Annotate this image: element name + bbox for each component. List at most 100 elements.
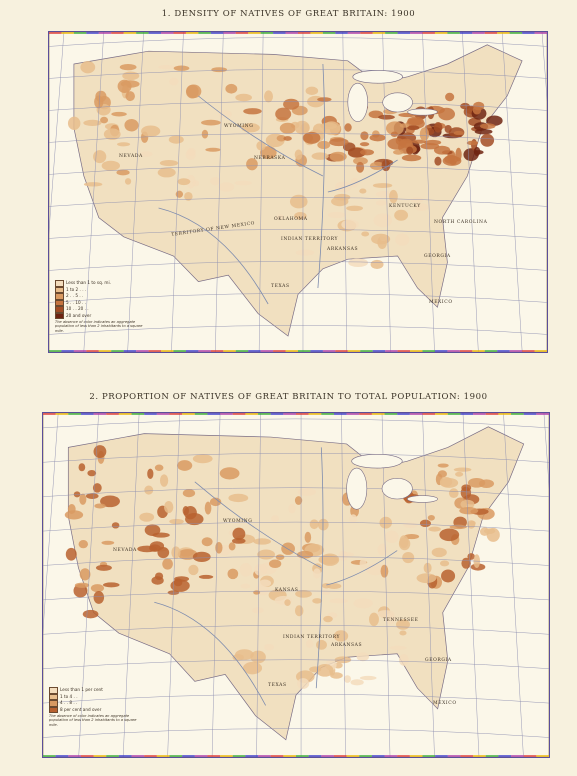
density-patch xyxy=(157,546,170,559)
border-tick xyxy=(106,413,119,415)
density-patch xyxy=(117,79,132,93)
density-patch xyxy=(141,125,161,137)
density-patch xyxy=(257,549,276,560)
border-tick xyxy=(98,32,112,34)
density-patch xyxy=(311,152,329,160)
label-mexico: MEXICO xyxy=(429,300,453,305)
river xyxy=(317,63,325,289)
density-patch xyxy=(472,105,482,115)
border-tick xyxy=(144,755,157,757)
border-tick xyxy=(459,350,473,352)
border-tick xyxy=(194,755,208,757)
legend-item: Less than 1 to sq. mi. xyxy=(55,280,150,287)
border-tick xyxy=(169,755,183,757)
border-tick xyxy=(422,755,436,757)
density-patch xyxy=(246,158,258,171)
border-tick xyxy=(232,755,246,757)
density-patch xyxy=(205,147,221,152)
density-patch xyxy=(93,445,107,459)
border-tick xyxy=(523,755,537,757)
density-patch xyxy=(83,119,102,127)
density-patch xyxy=(201,537,213,547)
density-patch xyxy=(211,67,228,73)
density-patch xyxy=(346,205,364,211)
border-tick xyxy=(258,755,271,757)
density-patch xyxy=(185,149,196,161)
latitude-line xyxy=(43,418,549,429)
legend-swatch xyxy=(55,293,64,300)
density-patch xyxy=(264,643,274,651)
border-tick xyxy=(245,413,259,415)
density-patch xyxy=(296,550,314,559)
border-tick xyxy=(80,413,94,415)
density-patch xyxy=(169,77,179,86)
longitude-line xyxy=(382,32,391,352)
border-tick xyxy=(422,413,436,415)
border-tick xyxy=(372,32,386,34)
density-patch xyxy=(218,182,235,192)
latitude-line xyxy=(43,693,549,704)
density-patch xyxy=(154,572,164,581)
density-patch xyxy=(467,477,486,488)
density-patch xyxy=(78,540,89,549)
density-patch xyxy=(215,541,223,554)
border-tick xyxy=(321,755,334,757)
density-patch xyxy=(111,111,127,117)
legend-swatch xyxy=(55,299,64,306)
border-tick xyxy=(285,350,298,352)
density-patch xyxy=(294,211,307,220)
border-tick xyxy=(385,350,398,352)
latitude-line xyxy=(49,101,547,111)
density-patch xyxy=(227,568,239,580)
border-tick xyxy=(111,350,124,352)
border-tick xyxy=(131,755,145,757)
density-patch xyxy=(198,574,214,579)
border-tick xyxy=(273,350,286,352)
border-tick xyxy=(210,350,224,352)
density-patch xyxy=(312,598,323,604)
border-tick xyxy=(384,755,398,757)
border-tick xyxy=(296,755,309,757)
density-patch xyxy=(459,507,479,515)
legend-label: 1 to 2 . . . xyxy=(66,286,87,292)
map-1-canvas xyxy=(49,32,547,352)
latitude-line xyxy=(43,625,549,635)
border-tick xyxy=(68,755,81,757)
great-lake xyxy=(347,82,369,122)
density-patch xyxy=(480,133,495,147)
density-patch xyxy=(100,116,109,124)
river xyxy=(327,159,398,193)
border-tick xyxy=(484,350,498,352)
longitude-line xyxy=(422,32,435,352)
longitude-line xyxy=(83,32,105,352)
density-patch xyxy=(192,454,213,464)
density-patch xyxy=(125,91,135,102)
border-tick xyxy=(497,32,510,34)
border-tick xyxy=(347,350,361,352)
state-label-nevada: NEVADA xyxy=(113,548,137,553)
density-patch xyxy=(102,582,120,588)
border-tick xyxy=(270,413,284,415)
border-tick xyxy=(98,350,112,352)
density-patch xyxy=(82,609,99,619)
border-tick xyxy=(322,32,336,34)
density-patch xyxy=(371,233,391,245)
density-patch xyxy=(201,119,221,126)
border-tick xyxy=(232,413,246,415)
state-label-indian-territory: INDIAN TERRITORY xyxy=(281,237,339,242)
density-patch xyxy=(341,219,359,230)
border-tick xyxy=(511,413,524,415)
density-patch xyxy=(350,177,359,188)
density-patch xyxy=(441,569,456,583)
density-patch xyxy=(101,540,115,545)
border-tick xyxy=(473,755,486,757)
legend-swatch xyxy=(49,706,58,713)
density-patch xyxy=(329,151,347,162)
density-patch xyxy=(159,159,179,167)
density-patch xyxy=(480,123,496,129)
density-patch xyxy=(260,146,277,160)
density-patch xyxy=(331,196,349,207)
border-tick xyxy=(397,32,411,34)
border-tick xyxy=(68,413,81,415)
density-patch xyxy=(350,679,364,686)
